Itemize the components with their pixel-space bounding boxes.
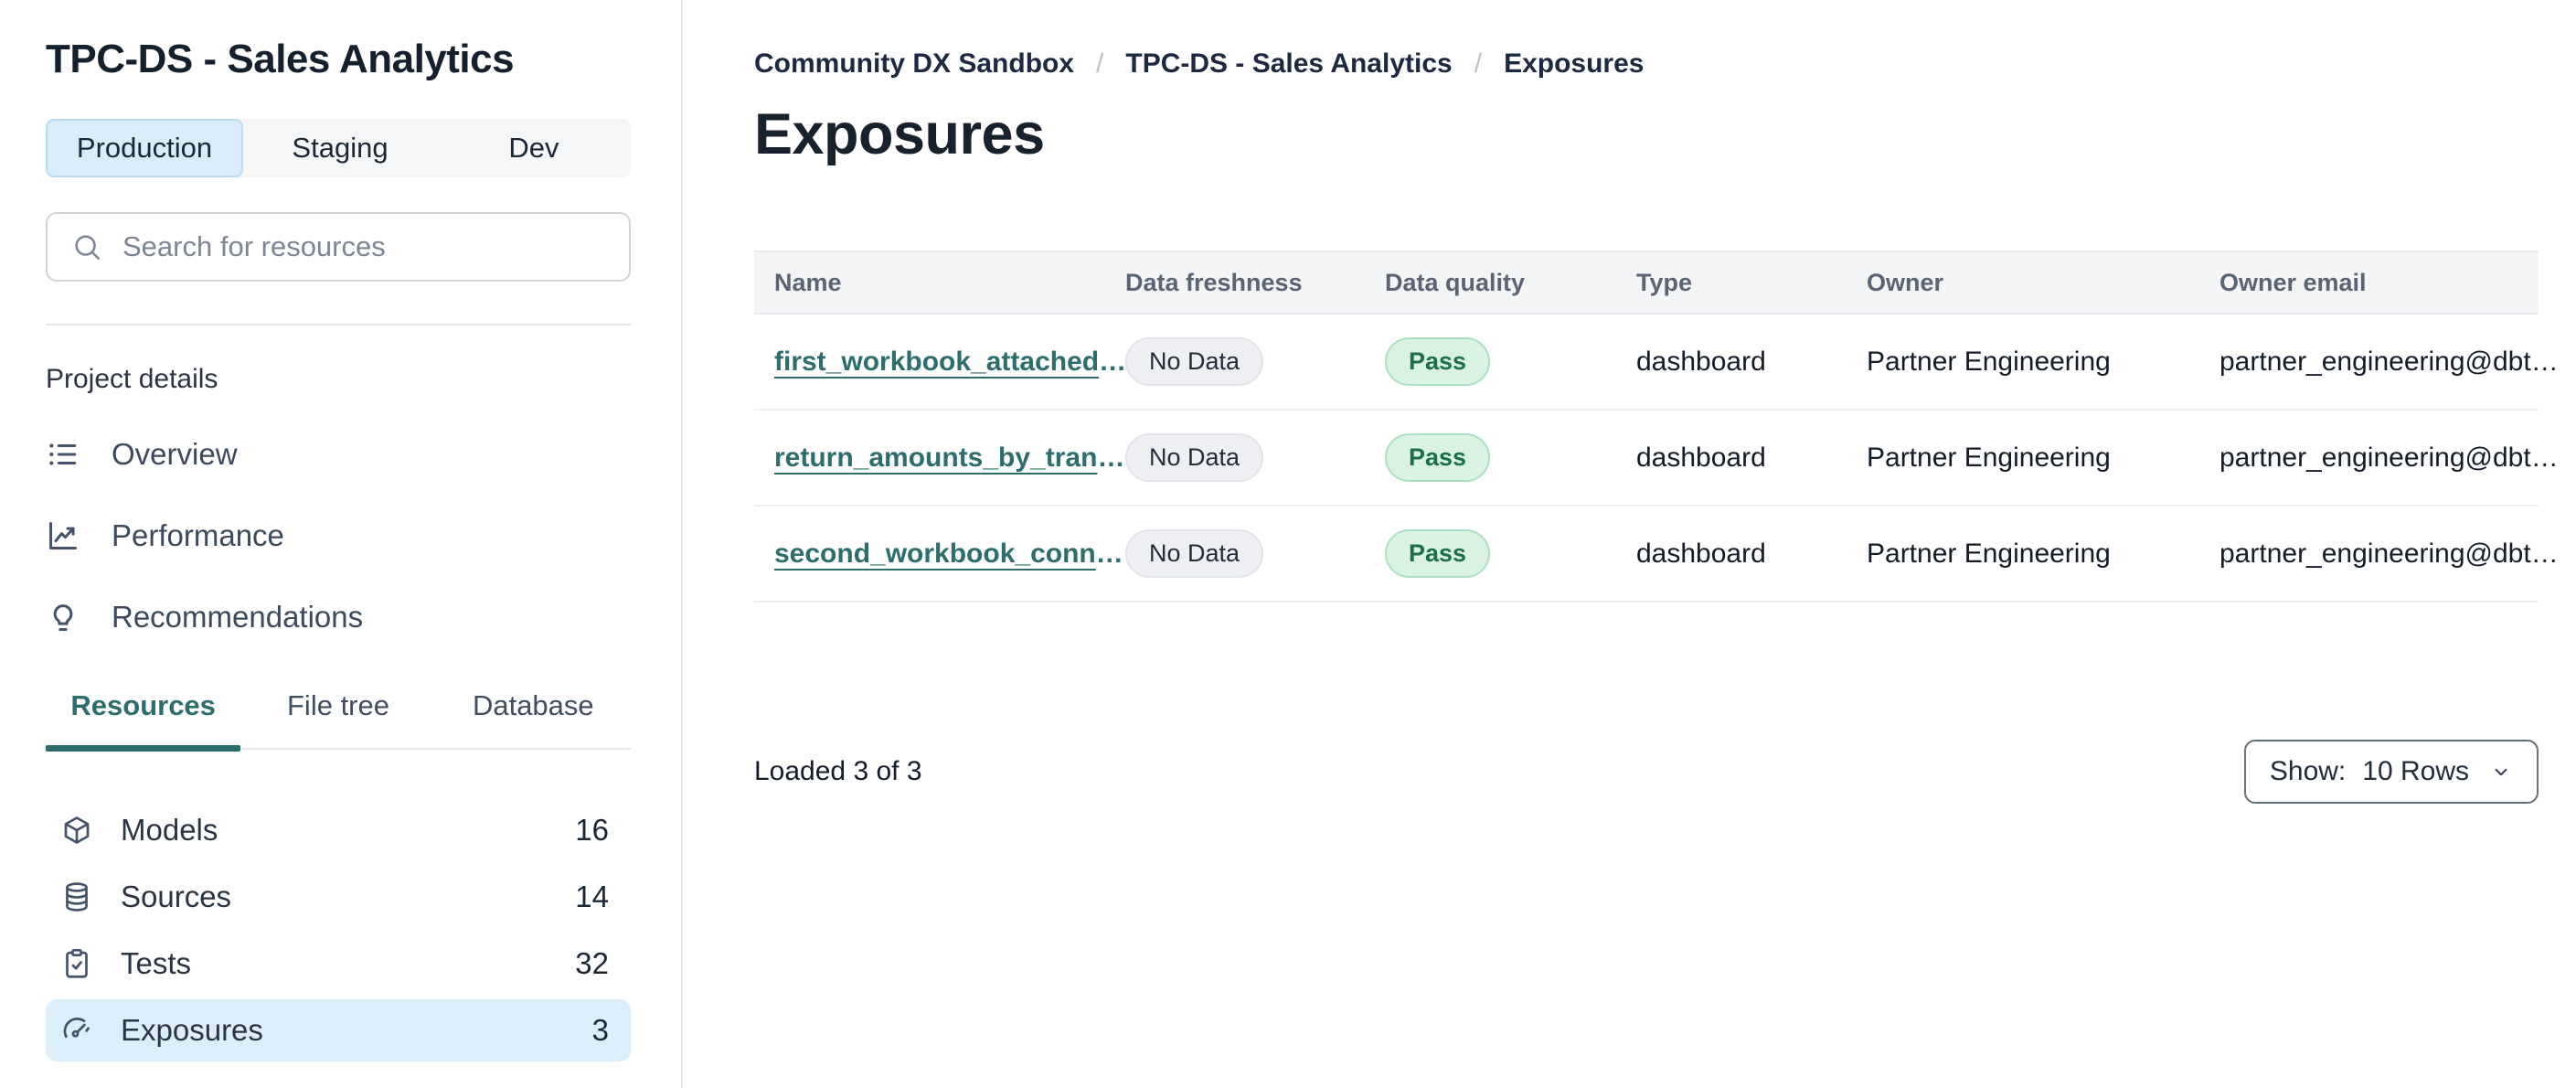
sidebar-item-label: Overview (112, 437, 238, 471)
owner-cell: Partner Engineering (1867, 442, 2111, 473)
truncation-ellipsis: … (1097, 442, 1125, 473)
lightbulb-icon (46, 600, 80, 635)
database-icon (60, 880, 93, 913)
breadcrumb-project[interactable]: TPC-DS - Sales Analytics (1125, 48, 1453, 79)
table-row: first_workbook_attached… No Data Pass da… (754, 315, 2559, 411)
sidebar-item-recommendations[interactable]: Recommendations (46, 591, 631, 644)
column-header-owner-email: Owner email (2219, 268, 2367, 296)
exposure-name-link[interactable]: second_workbook_conn… (774, 538, 1123, 569)
sidebar-item-overview[interactable]: Overview (46, 428, 631, 481)
resource-count: 32 (575, 946, 609, 980)
chevron-down-icon (2489, 760, 2513, 784)
owner-email-cell: partner_engineering@dbt… (2219, 538, 2559, 569)
sidebar-item-performance[interactable]: Performance (46, 509, 631, 562)
owner-cell: Partner Engineering (1867, 538, 2111, 569)
owner-email-cell: partner_engineering@dbt… (2219, 346, 2559, 377)
gauge-icon (60, 1014, 93, 1047)
quality-badge: Pass (1385, 337, 1491, 386)
show-rows-dropdown[interactable]: Show: 10 Rows (2243, 740, 2539, 804)
table-row: return_amounts_by_tran… No Data Pass das… (754, 411, 2559, 507)
project-title: TPC-DS - Sales Analytics (46, 37, 515, 81)
clipboard-check-icon (60, 947, 93, 980)
sidebar-tabs: Resources File tree Database (46, 689, 631, 752)
resource-label: Tests (121, 946, 192, 980)
owner-email-cell: partner_engineering@dbt… (2219, 442, 2559, 473)
freshness-badge: No Data (1125, 433, 1264, 482)
exposure-name-link[interactable]: first_workbook_attached… (774, 346, 1127, 377)
project-details-label: Project details (46, 364, 218, 394)
sidebar-item-label: Performance (112, 518, 284, 552)
main-panel: Community DX Sandbox / TPC-DS - Sales An… (683, 0, 2576, 1088)
sidebar-item-label: Recommendations (112, 600, 364, 634)
sidebar-item-tests[interactable]: Tests 32 (46, 933, 631, 995)
env-tab-dev[interactable]: Dev (508, 132, 559, 164)
sidebar-item-sources[interactable]: Sources 14 (46, 866, 631, 928)
page-title: Exposures (754, 102, 1045, 166)
resource-label: Sources (121, 880, 232, 913)
breadcrumb-separator: / (1096, 48, 1104, 79)
table-row: second_workbook_conn… No Data Pass dashb… (754, 507, 2559, 603)
breadcrumb: Community DX Sandbox / TPC-DS - Sales An… (754, 48, 2576, 80)
column-header-name: Name (774, 268, 842, 296)
tab-resources[interactable]: Resources (46, 689, 241, 752)
owner-cell: Partner Engineering (1867, 346, 2111, 377)
freshness-badge: No Data (1125, 337, 1264, 386)
truncation-ellipsis: … (1099, 346, 1127, 377)
column-header-quality: Data quality (1385, 268, 1526, 296)
resource-list: Models 16 Sources 14 (46, 799, 631, 1088)
exposures-table: Name Data freshness Data quality Type Ow… (754, 251, 2559, 603)
freshness-badge: No Data (1125, 529, 1264, 578)
truncation-ellipsis: … (1095, 538, 1123, 569)
type-cell: dashboard (1636, 442, 1766, 473)
show-label: Show: (2269, 756, 2347, 786)
type-cell: dashboard (1636, 346, 1766, 377)
list-icon (46, 437, 80, 472)
sidebar-divider (46, 324, 631, 325)
resource-label: Models (121, 813, 218, 847)
column-header-freshness: Data freshness (1125, 268, 1303, 296)
breadcrumb-account[interactable]: Community DX Sandbox (754, 48, 1075, 79)
table-footer: Loaded 3 of 3 Show: 10 Rows (754, 740, 2539, 804)
resource-count: 14 (575, 880, 609, 913)
breadcrumb-separator: / (1474, 48, 1483, 79)
table-header-row: Name Data freshness Data quality Type Ow… (754, 251, 2539, 315)
tab-file-tree[interactable]: File tree (287, 689, 389, 721)
resource-label: Exposures (121, 1013, 263, 1047)
chart-line-icon (46, 518, 80, 553)
column-header-type: Type (1636, 268, 1693, 296)
type-cell: dashboard (1636, 538, 1766, 569)
sidebar: TPC-DS - Sales Analytics Production Stag… (0, 0, 683, 1088)
sidebar-item-exposures[interactable]: Exposures 3 (46, 999, 631, 1061)
search-input[interactable] (122, 230, 605, 263)
env-tab-staging[interactable]: Staging (292, 132, 389, 164)
search-icon (75, 235, 101, 261)
show-value: 10 Rows (2362, 756, 2469, 786)
quality-badge: Pass (1385, 433, 1491, 482)
breadcrumb-current: Exposures (1504, 48, 1645, 79)
cube-icon (60, 814, 93, 847)
tab-database[interactable]: Database (472, 689, 594, 721)
sidebar-item-partial[interactable] (46, 1072, 631, 1088)
environment-switcher: Production Staging Dev (46, 119, 631, 177)
exposure-name-link[interactable]: return_amounts_by_tran… (774, 442, 1125, 473)
search-box[interactable] (46, 212, 631, 282)
resource-count: 3 (591, 1013, 609, 1047)
quality-badge: Pass (1385, 529, 1491, 578)
column-header-owner: Owner (1867, 268, 1944, 296)
loaded-status: Loaded 3 of 3 (754, 756, 922, 786)
sidebar-item-models[interactable]: Models 16 (46, 799, 631, 861)
env-tab-production[interactable]: Production (46, 119, 243, 177)
resource-count: 16 (575, 813, 609, 847)
